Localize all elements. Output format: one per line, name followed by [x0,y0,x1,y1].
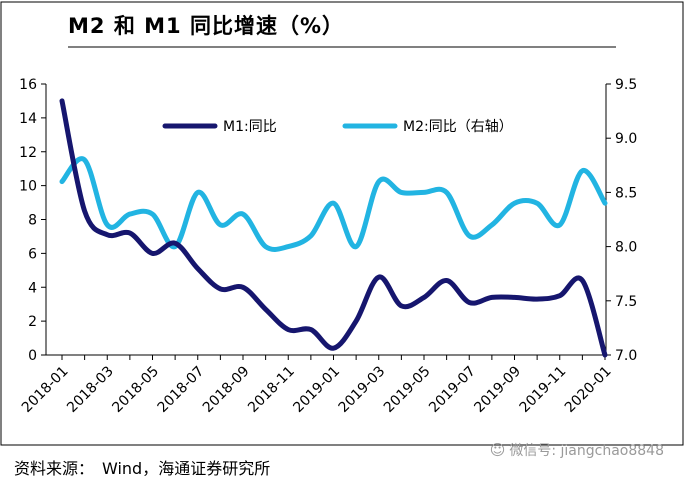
x-tick-label: 2019-07 [426,363,479,416]
left-tick-label: 12 [19,145,37,161]
x-tick-label: 2019-01 [290,363,343,416]
x-tick-label: 2019-05 [381,363,434,416]
left-tick-label: 6 [28,246,37,262]
right-tick-label: 9.5 [615,77,637,93]
watermark: ☺ 微信号: jiangchao8848 [490,440,664,460]
legend-label-m2: M2:同比（右轴） [403,119,513,135]
x-tick-label: 2018-03 [64,363,117,416]
x-tick-label: 2018-05 [109,363,162,416]
chart-frame [0,1,684,446]
legend-label-m1: M1:同比 [223,119,277,135]
x-tick-label: 2018-07 [155,363,208,416]
x-tick-label: 2018-01 [19,363,72,416]
right-tick-label: 8.0 [615,240,637,256]
left-tick-label: 16 [19,77,37,93]
right-tick-label: 7.5 [615,294,637,310]
x-tick-label: 2019-11 [517,363,570,416]
x-tick-label: 2019-03 [336,363,389,416]
source-note: 资料来源： Wind，海通证券研究所 [14,459,271,478]
x-tick-label: 2019-09 [471,363,524,416]
series-layer [59,98,608,358]
watermark-text: 微信号: jiangchao8848 [509,443,664,459]
chart-title: M2 和 M1 同比增速（%） [68,14,344,38]
series-line-m2 [59,156,608,252]
left-tick-label: 10 [19,179,37,195]
x-tick-label: 2020-01 [562,363,615,416]
left-tick-label: 14 [19,111,37,127]
series-line-m1 [59,98,608,358]
axes: 02468101214167.07.58.08.59.09.52018-0120… [19,77,637,416]
wechat-icon: ☺ [489,441,506,459]
right-tick-label: 7.0 [615,348,637,364]
left-tick-label: 0 [28,348,37,364]
right-tick-label: 9.0 [615,131,637,147]
left-tick-label: 8 [28,213,37,229]
left-tick-label: 2 [28,314,37,330]
left-tick-label: 4 [28,280,37,296]
legend: M1:同比 M2:同比（右轴） [162,119,513,135]
x-tick-label: 2018-09 [200,363,253,416]
x-tick-label: 2018-11 [245,363,298,416]
right-tick-label: 8.5 [615,185,637,201]
line-chart: 02468101214167.07.58.08.59.09.52018-0120… [0,1,684,446]
